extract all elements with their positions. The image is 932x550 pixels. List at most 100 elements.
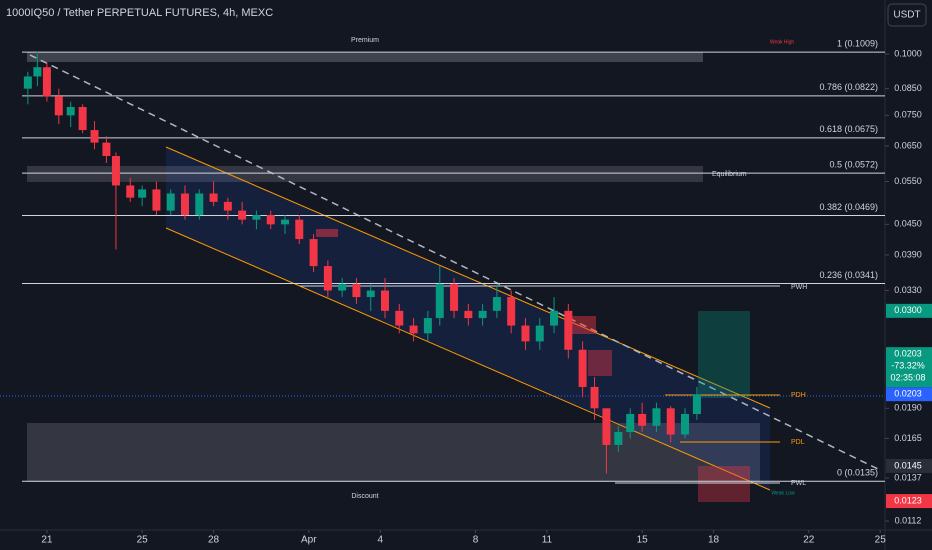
pdh-label: PDH xyxy=(791,392,806,399)
x-tick-label: 22 xyxy=(803,535,815,546)
order-block xyxy=(316,229,338,237)
candle-body xyxy=(195,193,204,216)
y-tick-label: 0.0190 xyxy=(894,403,922,413)
price-badge xyxy=(886,494,932,509)
premium-zone xyxy=(27,52,703,62)
candle-body xyxy=(111,155,120,186)
fib-label: 0.236 (0.0341) xyxy=(819,270,878,280)
x-tick-label: 28 xyxy=(208,535,220,546)
candle-body xyxy=(181,193,189,216)
price-badge-label: 0.0203 xyxy=(894,389,922,399)
x-tick-label: 8 xyxy=(473,535,479,546)
y-tick-label: 0.0750 xyxy=(894,110,922,120)
x-tick-label: 4 xyxy=(377,535,383,546)
candle-body xyxy=(692,394,701,414)
price-badge-label: 0.0300 xyxy=(894,305,922,315)
order-block xyxy=(588,350,612,376)
candle-body xyxy=(42,67,51,97)
pwl-label: PWL xyxy=(791,480,806,487)
channel-lower xyxy=(165,227,771,491)
y-tick-label: 0.1000 xyxy=(894,48,922,58)
pwh-label: PWH xyxy=(791,284,807,291)
candle-body xyxy=(152,189,161,211)
last-price-badge xyxy=(886,347,932,388)
candle-body xyxy=(535,325,544,342)
y-tick-label: 0.0650 xyxy=(894,140,922,150)
price-badge xyxy=(886,303,932,318)
x-tick-label: 18 xyxy=(708,535,720,546)
fib-label: 0.382 (0.0469) xyxy=(819,202,878,212)
fib-label: 1 (0.1009) xyxy=(837,38,878,48)
candle-body xyxy=(295,219,304,240)
candle-body xyxy=(266,215,275,225)
candle-body xyxy=(209,193,218,202)
candle-body xyxy=(309,239,318,267)
fib-label: 0.786 (0.0822) xyxy=(819,82,878,92)
candle-body xyxy=(507,297,516,326)
pdl-label: PDL xyxy=(791,439,805,446)
currency-button-label[interactable]: USDT xyxy=(893,10,920,21)
y-tick-label: 0.0450 xyxy=(894,219,922,229)
candle-body xyxy=(352,284,361,298)
order-block xyxy=(570,316,596,334)
x-tick-label: 15 xyxy=(637,535,649,546)
x-tick-label: 11 xyxy=(542,535,553,546)
candle-body xyxy=(252,215,261,220)
candle-body xyxy=(102,142,111,156)
candle-body xyxy=(638,413,647,426)
candle-body xyxy=(166,193,175,211)
candle-body xyxy=(281,219,289,225)
candle-body xyxy=(521,325,530,342)
y-tick-label: 0.0550 xyxy=(894,176,922,186)
y-tick-label: 0.0330 xyxy=(894,285,922,295)
candle-body xyxy=(435,284,444,319)
candle-body xyxy=(395,310,404,326)
x-tick-label: Apr xyxy=(301,535,317,546)
candle-body xyxy=(478,310,487,319)
candle-body xyxy=(681,413,689,435)
y-tick-label: 0.0850 xyxy=(894,83,922,93)
stop-zone xyxy=(698,466,750,502)
candle-body xyxy=(238,210,247,220)
candle-body xyxy=(223,201,232,211)
candle-body xyxy=(138,189,147,198)
target-zone xyxy=(698,311,750,398)
candle-body xyxy=(323,266,332,291)
candle-body xyxy=(54,96,63,116)
price-badge xyxy=(886,458,932,473)
candle-body xyxy=(366,290,375,298)
y-tick-label: 0.0390 xyxy=(894,249,922,259)
equilibrium-label: Equilibrium xyxy=(712,171,747,178)
symbol-title: 1000IQ50 / Tether PERPETUAL FUTURES, 4h,… xyxy=(6,7,273,19)
candle-body xyxy=(550,310,559,326)
channel-upper xyxy=(165,146,771,409)
currency-button[interactable] xyxy=(887,3,927,27)
candle-body xyxy=(33,67,42,77)
candle-body xyxy=(464,310,473,319)
candle-body xyxy=(66,107,75,116)
equilibrium-zone xyxy=(27,166,703,182)
candle-body xyxy=(626,413,635,433)
price-badge-label: 0.0123 xyxy=(894,495,922,505)
countdown: 02:35:08 xyxy=(890,373,925,383)
candle-body xyxy=(652,408,661,426)
candle-body xyxy=(423,318,432,334)
price-badge-label: 0.0145 xyxy=(894,460,922,470)
candle-body xyxy=(564,310,573,350)
x-tick-label: 25 xyxy=(137,535,149,546)
last-price: 0.0203 xyxy=(894,349,922,359)
weak-low-label: Weak Low xyxy=(771,490,795,496)
candle-body xyxy=(666,408,675,435)
discount-label: Discount xyxy=(351,493,378,500)
y-tick-label: 0.0165 xyxy=(894,433,922,443)
fib-label: 0.618 (0.0675) xyxy=(819,124,878,134)
candle-body xyxy=(126,185,135,198)
candle-body xyxy=(90,130,99,143)
trendline xyxy=(29,54,881,471)
candle-body xyxy=(23,76,32,89)
candle-body xyxy=(450,284,459,311)
candle-body xyxy=(578,349,587,387)
weak-high-label: Weak High xyxy=(770,39,795,45)
